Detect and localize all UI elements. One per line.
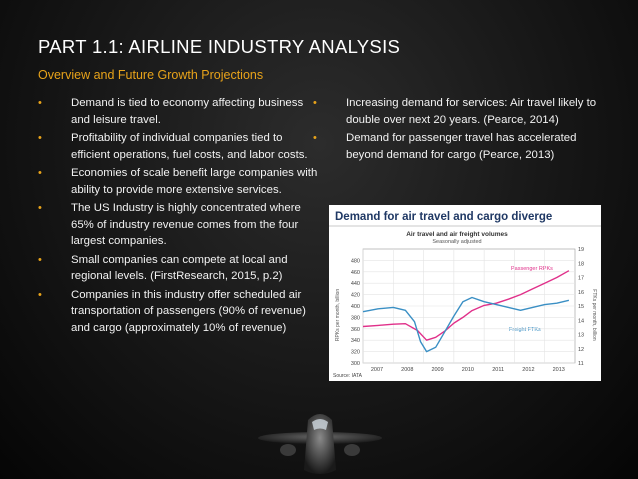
chart-title: Demand for air travel and cargo diverge: [335, 211, 552, 223]
bullet-text: Economies of scale benefit large compani…: [71, 167, 318, 196]
y-right-tick-label: 17: [578, 276, 584, 282]
bullet-text: The US Industry is highly concentrated w…: [71, 202, 301, 247]
x-tick-label: 2008: [401, 367, 413, 373]
bullet-text: Companies in this industry offer schedul…: [71, 288, 306, 334]
bullet-text: Demand is tied to economy affecting busi…: [71, 97, 304, 126]
x-tick-label: 2009: [431, 367, 443, 373]
y-right-tick-label: 16: [578, 290, 584, 296]
bullet-item: • The US Industry is highly concentrated …: [38, 200, 323, 250]
y-right-tick-label: 12: [578, 347, 584, 353]
y-right-tick-label: 14: [578, 318, 584, 324]
bullet-icon: •: [313, 97, 317, 109]
y-right-tick-label: 11: [578, 361, 584, 367]
x-tick-label: 2012: [522, 367, 534, 373]
y-left-tick-label: 320: [351, 350, 360, 356]
freight-ftk-line: [362, 296, 570, 353]
y-right-tick-label: 13: [578, 333, 584, 339]
slide-title: PART 1.1: AIRLINE INDUSTRY ANALYSIS: [38, 36, 401, 57]
bullet-icon: •: [38, 97, 42, 109]
x-tick-label: 2007: [371, 367, 383, 373]
demand-chart: Demand for air travel and cargo diverge …: [329, 205, 601, 381]
bullet-text: Small companies can compete at local and…: [71, 253, 288, 283]
y-left-tick-label: 400: [351, 304, 360, 310]
bullet-item: • Demand is tied to economy affecting bus…: [38, 95, 323, 128]
bullet-icon: •: [313, 132, 317, 144]
y-left-tick-label: 340: [351, 338, 360, 344]
freight-legend-label: Freight FTKs: [509, 327, 541, 333]
bullet-item: • Companies in this industry offer schedu…: [38, 287, 323, 337]
left-axis-label: RPKs per month, billion: [335, 289, 341, 341]
chart-canvas: Demand for air travel and cargo diverge …: [329, 211, 601, 379]
slide-subtitle: Overview and Future Growth Projections: [38, 68, 264, 82]
left-bullet-list: • Demand is tied to economy affecting bus…: [38, 95, 323, 338]
bullet-icon: •: [38, 167, 42, 179]
y-left-tick-label: 360: [351, 327, 360, 333]
chart-subtitle: Air travel and air freight volumes: [406, 231, 508, 238]
bullet-icon: •: [38, 288, 42, 301]
airplane-silhouette-icon: [258, 414, 382, 474]
bullet-icon: •: [38, 202, 42, 214]
bullet-icon: •: [38, 132, 42, 144]
bullet-item: • Small companies can compete at local an…: [38, 252, 323, 285]
chart-note: Seasonally adjusted: [432, 239, 481, 245]
bullet-text: Profitability of individual companies ti…: [71, 132, 308, 161]
x-tick-label: 2011: [492, 367, 504, 373]
bullet-item: • Economies of scale benefit large compan…: [38, 165, 323, 198]
bullet-text: Demand for passenger travel has accelera…: [346, 132, 577, 161]
bullet-icon: •: [38, 253, 42, 266]
y-left-tick-label: 480: [351, 258, 360, 264]
y-right-tick-label: 15: [578, 304, 584, 310]
y-right-tick-label: 19: [578, 247, 584, 253]
y-left-tick-label: 380: [351, 315, 360, 321]
bullet-text: Increasing demand for services: Air trav…: [346, 97, 597, 126]
y-right-tick-label: 18: [578, 261, 584, 267]
bullet-item: • Increasing demand for services: Air tra…: [313, 95, 603, 128]
x-tick-label: 2010: [462, 367, 474, 373]
passenger-rpk-line: [362, 270, 570, 341]
y-left-tick-label: 460: [351, 270, 360, 276]
x-tick-label: 2013: [553, 367, 565, 373]
bullet-item: • Profitability of individual companies t…: [38, 130, 323, 163]
passenger-legend-label: Passenger RPKs: [511, 266, 553, 272]
right-bullet-list: • Increasing demand for services: Air tra…: [313, 95, 603, 165]
right-axis-label: FTKs per month, billion: [591, 289, 597, 341]
chart-source: Source: IATA: [333, 373, 363, 379]
bullet-item: • Demand for passenger travel has acceler…: [313, 130, 603, 163]
y-left-tick-label: 300: [351, 361, 360, 367]
y-left-tick-label: 440: [351, 281, 360, 287]
y-left-tick-label: 420: [351, 293, 360, 299]
chart-plot-area: 480 460 440 420 400 380 360 340 320 300 19 18 17 16 15…: [351, 247, 584, 373]
